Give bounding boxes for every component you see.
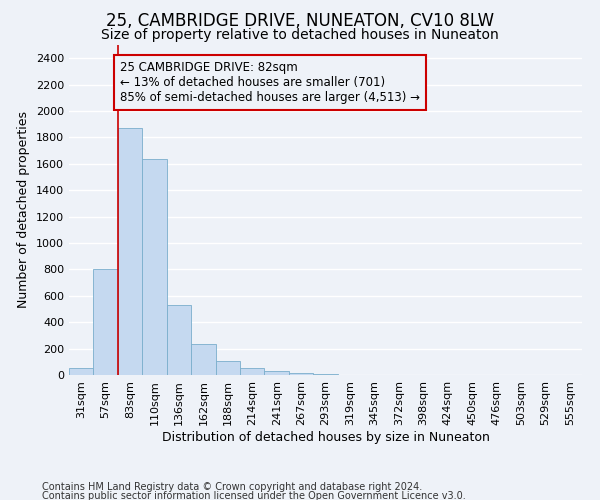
Bar [167, 305, 191, 375]
Bar [94, 270, 118, 375]
Bar [142, 158, 167, 375]
Bar [215, 361, 240, 375]
Bar [118, 128, 142, 375]
Text: 25 CAMBRIDGE DRIVE: 82sqm
← 13% of detached houses are smaller (701)
85% of semi: 25 CAMBRIDGE DRIVE: 82sqm ← 13% of detac… [120, 61, 420, 104]
Bar [69, 368, 94, 375]
Bar [265, 371, 289, 375]
Text: 25, CAMBRIDGE DRIVE, NUNEATON, CV10 8LW: 25, CAMBRIDGE DRIVE, NUNEATON, CV10 8LW [106, 12, 494, 30]
Bar [313, 374, 338, 375]
Text: Size of property relative to detached houses in Nuneaton: Size of property relative to detached ho… [101, 28, 499, 42]
Y-axis label: Number of detached properties: Number of detached properties [17, 112, 31, 308]
Text: Contains HM Land Registry data © Crown copyright and database right 2024.: Contains HM Land Registry data © Crown c… [42, 482, 422, 492]
Text: Contains public sector information licensed under the Open Government Licence v3: Contains public sector information licen… [42, 491, 466, 500]
X-axis label: Distribution of detached houses by size in Nuneaton: Distribution of detached houses by size … [161, 430, 490, 444]
Bar [191, 344, 215, 375]
Bar [240, 368, 265, 375]
Bar [289, 372, 313, 375]
